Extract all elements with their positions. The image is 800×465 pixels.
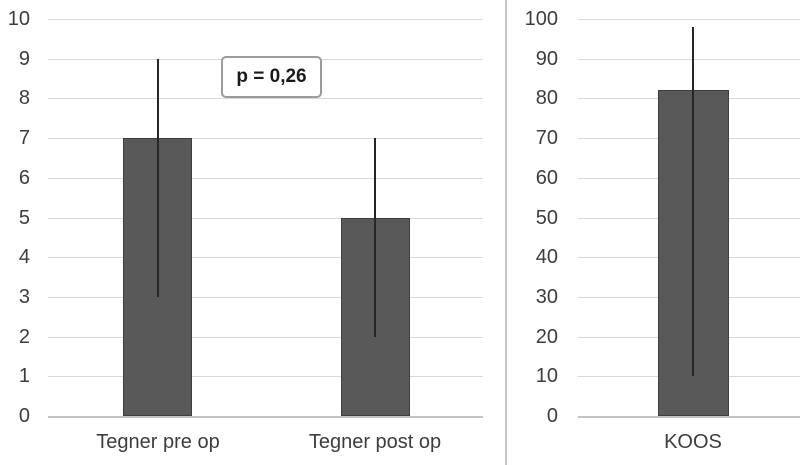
gridline (48, 337, 483, 338)
category-label-koos: KOOS (664, 431, 722, 453)
y-axis-tick-label: 0 (546, 405, 558, 427)
gridline (578, 59, 800, 60)
panel-divider (505, 0, 507, 465)
category-label-tegner-post-op: Tegner post op (308, 431, 442, 453)
y-axis-tick-label: 5 (18, 207, 30, 229)
y-axis-tick-label: 60 (535, 167, 558, 189)
y-axis-tick-label: 50 (535, 207, 558, 229)
p-value-annotation: p = 0,26 (221, 56, 322, 98)
y-axis-tick-label: 0 (18, 405, 30, 427)
error-bar-tegner-pre-op (157, 59, 159, 297)
y-axis-tick-label: 9 (18, 48, 30, 70)
y-axis-tick-label: 6 (18, 167, 30, 189)
y-axis-tick-label: 40 (535, 246, 558, 268)
error-bar-koos (692, 27, 694, 376)
gridline (48, 218, 483, 219)
y-axis-tick-label: 4 (18, 246, 30, 268)
gridline (578, 19, 800, 20)
error-bar-tegner-post-op (374, 138, 376, 337)
gridline (48, 98, 483, 99)
category-label-tegner-pre-op: Tegner pre op (96, 431, 220, 453)
y-axis-tick-label: 70 (535, 127, 558, 149)
gridline (48, 19, 483, 20)
y-axis-tick-label: 80 (535, 87, 558, 109)
x-axis-line (48, 416, 483, 418)
y-axis-tick-label: 10 (7, 8, 30, 30)
y-axis-tick-label: 90 (535, 48, 558, 70)
gridline (48, 178, 483, 179)
y-axis-tick-label: 30 (535, 286, 558, 308)
y-axis-tick-label: 7 (18, 127, 30, 149)
y-axis-tick-label: 3 (18, 286, 30, 308)
gridline (48, 257, 483, 258)
gridline (48, 138, 483, 139)
gridline (48, 376, 483, 377)
gridline (48, 297, 483, 298)
y-axis-tick-label: 2 (18, 326, 30, 348)
y-axis-tick-label: 100 (524, 8, 558, 30)
x-axis-line (578, 416, 800, 418)
y-axis-tick-label: 8 (18, 87, 30, 109)
y-axis-tick-label: 20 (535, 326, 558, 348)
y-axis-tick-label: 10 (535, 365, 558, 387)
y-axis-tick-label: 1 (18, 365, 30, 387)
